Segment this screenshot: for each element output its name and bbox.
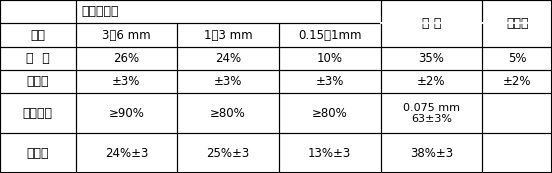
Bar — [482, 133, 552, 173]
Text: ≥80%: ≥80% — [210, 107, 246, 120]
Bar — [76, 0, 380, 23]
Text: 含  量: 含 量 — [26, 52, 50, 65]
Text: ±2%: ±2% — [503, 75, 532, 88]
Text: ±2%: ±2% — [417, 75, 445, 88]
Bar — [0, 133, 76, 173]
Bar — [279, 23, 380, 47]
Text: 允许差: 允许差 — [26, 75, 49, 88]
Text: 收尘粉: 收尘粉 — [506, 17, 528, 30]
Bar — [76, 23, 177, 47]
Bar — [0, 23, 76, 47]
Text: 26%: 26% — [113, 52, 140, 65]
Bar — [279, 93, 380, 133]
Bar — [482, 47, 552, 70]
Bar — [177, 47, 279, 70]
Bar — [76, 47, 177, 70]
Bar — [177, 93, 279, 133]
Text: 0.075 mm
63±3%: 0.075 mm 63±3% — [403, 103, 460, 124]
Text: 混合料: 混合料 — [26, 147, 49, 160]
Bar — [0, 70, 76, 93]
Text: ≥90%: ≥90% — [108, 107, 144, 120]
Bar — [482, 70, 552, 93]
Text: 13%±3: 13%±3 — [308, 147, 352, 160]
Bar — [482, 93, 552, 133]
Text: 35%: 35% — [418, 52, 444, 65]
Text: 3～6 mm: 3～6 mm — [102, 29, 151, 42]
Text: 5%: 5% — [508, 52, 527, 65]
Text: 24%±3: 24%±3 — [105, 147, 148, 160]
Text: 24%: 24% — [215, 52, 241, 65]
Bar — [177, 70, 279, 93]
Bar — [482, 0, 552, 47]
Bar — [279, 47, 380, 70]
Bar — [380, 47, 482, 70]
Text: ±3%: ±3% — [112, 75, 141, 88]
Bar — [380, 133, 482, 173]
Bar — [0, 93, 76, 133]
Bar — [0, 47, 76, 70]
Bar — [0, 0, 76, 23]
Text: ±3%: ±3% — [214, 75, 242, 88]
Text: 粉 料: 粉 料 — [422, 17, 441, 30]
Bar — [380, 93, 482, 133]
Text: ±3%: ±3% — [316, 75, 344, 88]
Bar — [76, 93, 177, 133]
Bar — [177, 133, 279, 173]
Text: 煅后石油焦: 煅后石油焦 — [81, 5, 119, 18]
Text: ≥80%: ≥80% — [312, 107, 348, 120]
Bar — [380, 0, 482, 47]
Text: 10%: 10% — [317, 52, 343, 65]
Text: 0.15～1mm: 0.15～1mm — [298, 29, 362, 42]
Text: 25%±3: 25%±3 — [206, 147, 250, 160]
Text: 料的纯度: 料的纯度 — [23, 107, 53, 120]
Bar — [177, 23, 279, 47]
Bar — [279, 70, 380, 93]
Bar — [76, 70, 177, 93]
Text: 1～3 mm: 1～3 mm — [204, 29, 252, 42]
Bar — [76, 133, 177, 173]
Bar — [279, 133, 380, 173]
Text: 粒度: 粒度 — [30, 29, 45, 42]
Text: 38%±3: 38%±3 — [410, 147, 453, 160]
Bar — [380, 70, 482, 93]
